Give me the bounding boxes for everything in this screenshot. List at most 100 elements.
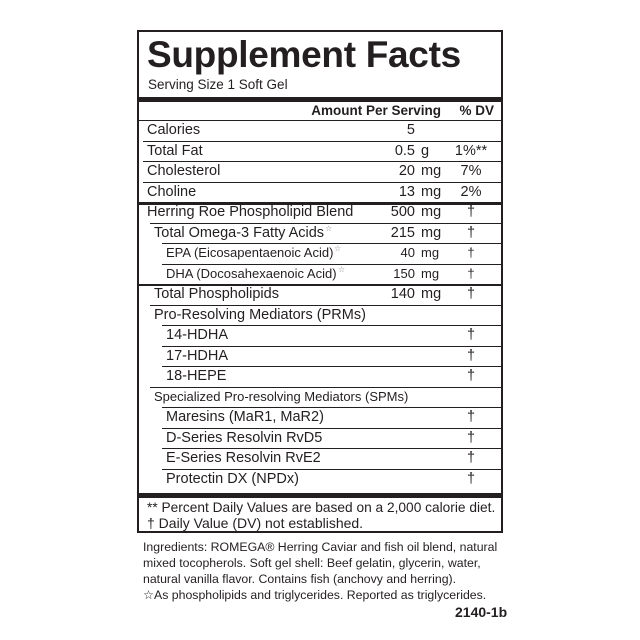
panel-title: Supplement Facts bbox=[147, 34, 461, 75]
daily-value: 7% bbox=[460, 163, 482, 179]
row-divider bbox=[139, 202, 501, 205]
nutrient-name: E-Series Resolvin RvE2 bbox=[166, 450, 321, 466]
product-code: 2140-1b bbox=[455, 604, 508, 620]
nutrient-row: Total Fat 0.5 g 1%** bbox=[139, 140, 501, 162]
daily-value: † bbox=[466, 286, 476, 302]
nutrient-name: 17-HDHA bbox=[166, 347, 229, 364]
nutrient-row: Maresins (MaR1, MaR2) † bbox=[139, 407, 501, 428]
nutrient-name: Total Omega-3 Fatty Acids bbox=[154, 224, 325, 241]
nutrient-name: Choline bbox=[147, 183, 197, 200]
daily-value: † bbox=[466, 470, 476, 487]
column-header: Amount Per Serving % DV bbox=[139, 102, 501, 120]
nutrient-name: Total Phospholipids bbox=[154, 286, 279, 302]
star-footnote-mark: ☆ bbox=[338, 264, 346, 274]
amount-header: Amount Per Serving bbox=[311, 103, 441, 118]
footnotes: ** Percent Daily Values are based on a 2… bbox=[147, 499, 495, 531]
row-divider bbox=[150, 386, 501, 388]
daily-value: † bbox=[466, 347, 476, 364]
nutrient-name: Cholesterol bbox=[147, 163, 221, 179]
nutrient-name: 18-HEPE bbox=[166, 368, 227, 384]
nutrient-row: Calories 5 bbox=[139, 120, 501, 141]
nutrient-row: Protectin DX (NPDx) † bbox=[139, 468, 501, 490]
ingredients-line: natural vanilla flavor. Contains fish (a… bbox=[143, 572, 457, 586]
row-divider bbox=[162, 243, 501, 244]
daily-value: † bbox=[466, 429, 476, 446]
row-divider bbox=[162, 427, 501, 429]
daily-value: † bbox=[466, 409, 476, 425]
daily-value: 1%** bbox=[454, 142, 488, 159]
ingredients: Ingredients: ROMEGA® Herring Caviar and … bbox=[143, 539, 505, 603]
daily-value: † bbox=[467, 265, 475, 281]
daily-value: † bbox=[467, 245, 475, 260]
row-divider bbox=[162, 263, 501, 265]
nutrient-row: Total Phospholipids 140 mg † bbox=[139, 284, 501, 305]
row-divider bbox=[162, 345, 501, 347]
amount: 20 bbox=[398, 163, 415, 179]
unit: mg bbox=[421, 265, 440, 281]
nutrient-name: Pro-Resolving Mediators (PRMs) bbox=[154, 306, 366, 323]
star-footnote-mark: ☆ bbox=[325, 223, 333, 233]
row-divider bbox=[143, 140, 501, 142]
amount: 150 bbox=[393, 265, 415, 281]
footnote-dv-basis: ** Percent Daily Values are based on a 2… bbox=[147, 499, 496, 515]
nutrient-row: 17-HDHA † bbox=[139, 345, 501, 367]
nutrient-row: Herring Roe Phospholipid Blend 500 mg † bbox=[139, 202, 501, 223]
row-divider bbox=[162, 325, 501, 326]
row-divider bbox=[150, 304, 501, 306]
daily-value: 2% bbox=[460, 183, 482, 200]
unit: mg bbox=[421, 245, 440, 260]
row-divider bbox=[139, 120, 501, 121]
nutrient-name: Specialized Pro-resolving Mediators (SPM… bbox=[154, 388, 409, 404]
footnote-dv-not-established: † Daily Value (DV) not established. bbox=[147, 515, 364, 531]
supplement-facts-panel: Supplement Facts Serving Size 1 Soft Gel… bbox=[137, 30, 503, 533]
unit: mg bbox=[421, 163, 442, 179]
nutrient-row: Pro-Resolving Mediators (PRMs) bbox=[139, 304, 501, 326]
nutrient-name: DHA (Docosahexaenoic Acid) bbox=[166, 265, 337, 281]
unit: mg bbox=[421, 286, 442, 302]
nutrient-name: Total Fat bbox=[147, 142, 203, 159]
amount: 215 bbox=[390, 224, 415, 241]
row-divider bbox=[143, 181, 501, 183]
unit: g bbox=[421, 142, 430, 159]
serving-size: Serving Size 1 Soft Gel bbox=[148, 77, 288, 92]
daily-value: † bbox=[466, 327, 476, 343]
amount: 40 bbox=[400, 245, 415, 260]
ingredients-line: Ingredients: ROMEGA® Herring Caviar and … bbox=[143, 540, 498, 554]
unit: mg bbox=[421, 224, 442, 241]
amount: 140 bbox=[390, 286, 415, 302]
nutrient-rows: Calories 5 Total Fat 0.5 g 1%** Cholesterol 20 m… bbox=[139, 120, 501, 489]
ingredients-line: mixed tocopherols. Soft gel shell: Beef … bbox=[143, 556, 481, 570]
row-divider bbox=[143, 161, 501, 162]
amount: 5 bbox=[406, 122, 415, 138]
nutrient-row: 18-HEPE † bbox=[139, 366, 501, 387]
row-divider bbox=[150, 222, 501, 224]
nutrient-row: Cholesterol 20 mg 7% bbox=[139, 161, 501, 182]
nutrient-name: 14-HDHA bbox=[166, 327, 229, 343]
nutrient-name: Protectin DX (NPDx) bbox=[166, 470, 299, 487]
unit: mg bbox=[421, 183, 442, 200]
row-divider bbox=[139, 284, 501, 286]
star-footnote-mark: ☆ bbox=[334, 244, 342, 253]
amount: 500 bbox=[390, 204, 415, 220]
daily-value: † bbox=[466, 368, 476, 384]
row-divider bbox=[162, 366, 501, 367]
row-divider bbox=[162, 468, 501, 470]
thick-divider bbox=[139, 97, 501, 102]
nutrient-row: DHA (Docosahexaenoic Acid) ☆ 150 mg † bbox=[139, 263, 501, 285]
nutrient-row: 14-HDHA † bbox=[139, 325, 501, 346]
nutrient-row: Specialized Pro-resolving Mediators (SPM… bbox=[139, 386, 501, 408]
nutrient-row: E-Series Resolvin RvE2 † bbox=[139, 448, 501, 469]
nutrient-name: Calories bbox=[147, 122, 201, 138]
amount: 13 bbox=[398, 183, 415, 200]
nutrient-name: D-Series Resolvin RvD5 bbox=[166, 429, 323, 446]
nutrient-row: D-Series Resolvin RvD5 † bbox=[139, 427, 501, 449]
unit: mg bbox=[421, 204, 442, 220]
daily-value: † bbox=[466, 450, 476, 466]
amount: 0.5 bbox=[394, 142, 415, 159]
daily-value: † bbox=[466, 224, 476, 241]
dv-header: % DV bbox=[459, 103, 494, 118]
row-divider bbox=[162, 448, 501, 449]
nutrient-row: EPA (Eicosapentaenoic Acid) ☆ 40 mg † bbox=[139, 243, 501, 264]
nutrient-row: Total Omega-3 Fatty Acids ☆ 215 mg † bbox=[139, 222, 501, 244]
daily-value: † bbox=[466, 204, 476, 220]
